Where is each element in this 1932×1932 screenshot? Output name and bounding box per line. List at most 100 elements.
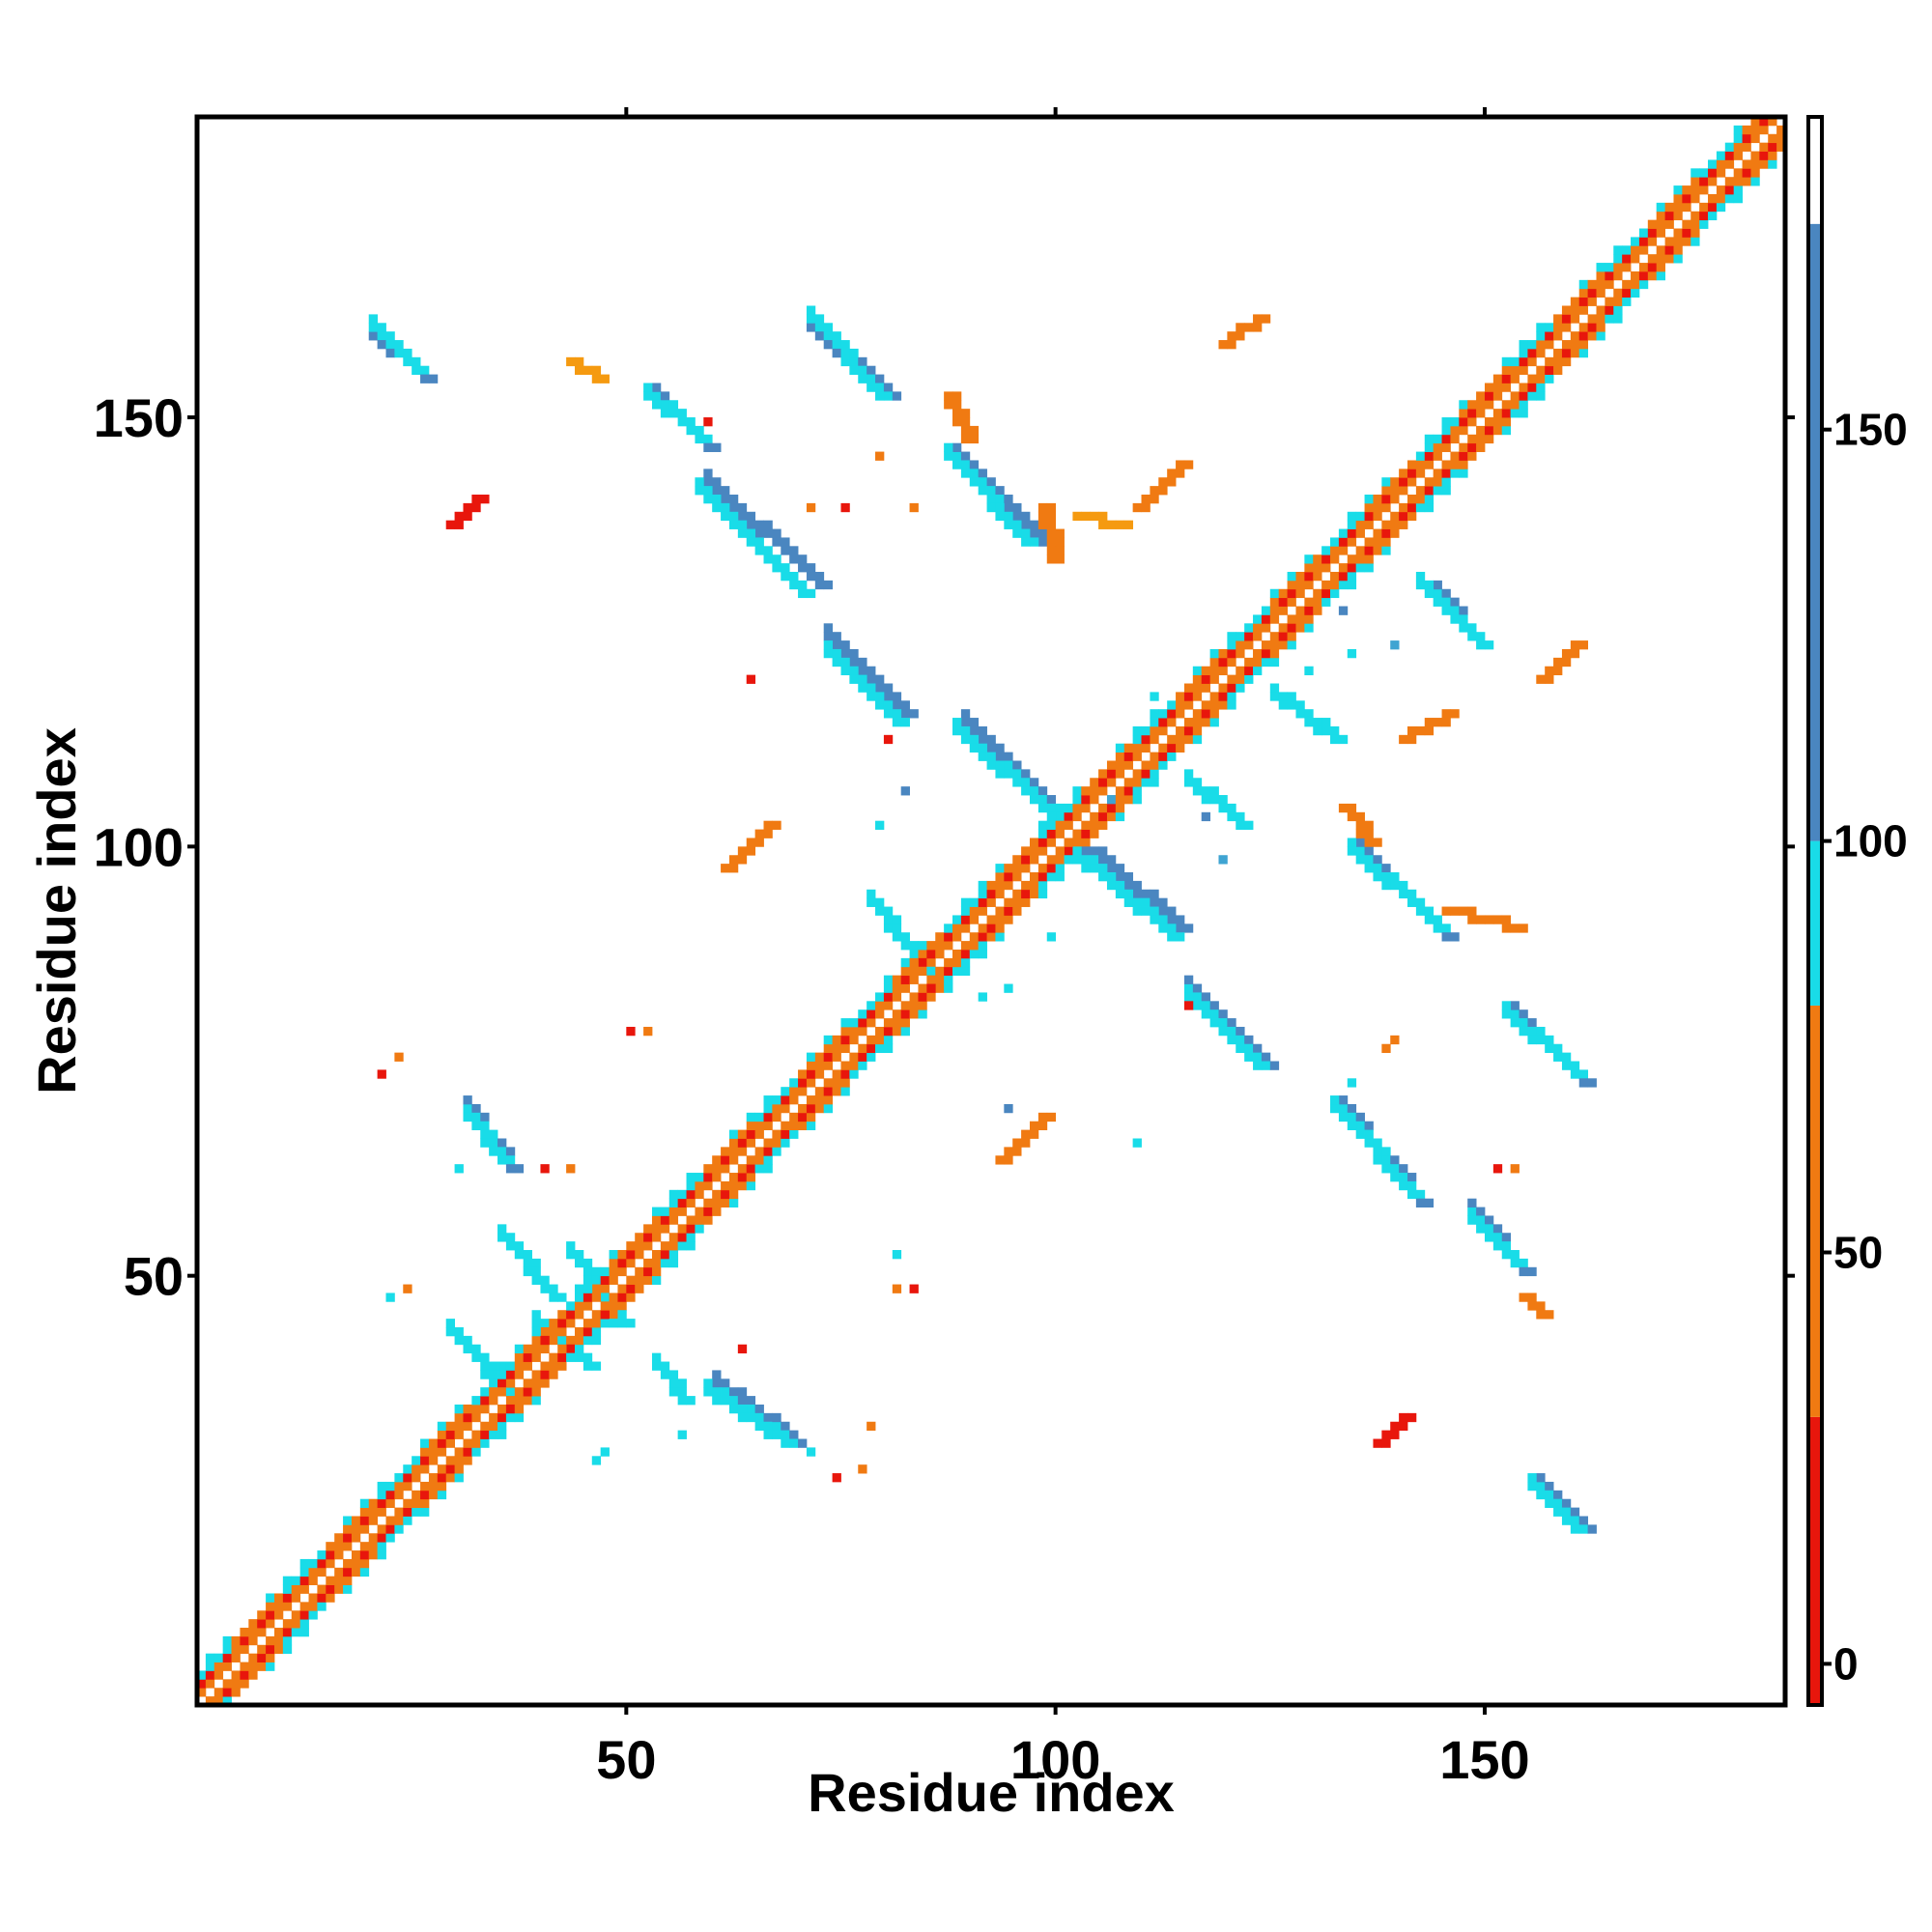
heatmap-cell	[858, 365, 867, 375]
heatmap-cell	[1545, 1481, 1554, 1492]
heatmap-cell	[1355, 829, 1365, 838]
heatmap-cell	[1106, 811, 1117, 822]
heatmap-cell	[497, 1155, 507, 1165]
heatmap-cell	[660, 1241, 670, 1251]
heatmap-cell	[1467, 906, 1477, 916]
heatmap-cell	[1450, 417, 1460, 427]
heatmap-cell	[282, 1619, 293, 1629]
heatmap-cell	[789, 1121, 799, 1131]
heatmap-cell	[1467, 400, 1477, 410]
heatmap-cell	[377, 1524, 386, 1534]
heatmap-cell	[531, 1396, 541, 1406]
heatmap-cell	[1123, 778, 1134, 787]
heatmap-cell	[1098, 803, 1108, 813]
heatmap-cell	[1578, 297, 1589, 306]
heatmap-cell	[754, 1404, 764, 1414]
heatmap-cell	[892, 709, 902, 719]
heatmap-cell	[266, 1602, 275, 1611]
heatmap-cell	[867, 374, 876, 384]
heatmap-cell	[995, 880, 1005, 891]
heatmap-cell	[1519, 923, 1528, 933]
heatmap-cell	[454, 1447, 464, 1457]
heatmap-cell	[257, 1662, 267, 1671]
heatmap-cell	[1613, 305, 1623, 315]
heatmap-cell	[1090, 778, 1099, 787]
heatmap-cell	[591, 1326, 602, 1337]
heatmap-cell	[1733, 125, 1743, 135]
heatmap-cell	[823, 1052, 833, 1062]
heatmap-cell	[1390, 495, 1400, 504]
heatmap-cell	[437, 1464, 447, 1474]
heatmap-cell	[944, 983, 953, 993]
heatmap-cell	[1476, 915, 1486, 924]
heatmap-cell	[1037, 880, 1048, 891]
heatmap-cell	[867, 1001, 876, 1010]
heatmap-cell	[626, 1293, 636, 1302]
heatmap-cell	[1141, 778, 1151, 787]
heatmap-cell	[1244, 640, 1254, 650]
heatmap-cell	[1399, 1164, 1408, 1174]
heatmap-cell	[1553, 1507, 1563, 1517]
heatmap-cell	[668, 1370, 679, 1379]
heatmap-cell	[712, 1173, 722, 1182]
heatmap-cell	[471, 495, 481, 504]
heatmap-cell	[1236, 811, 1245, 822]
heatmap-cell	[557, 1344, 567, 1354]
heatmap-cell	[1029, 872, 1039, 882]
heatmap-cell	[1132, 769, 1142, 779]
heatmap-cell	[1545, 374, 1554, 384]
heatmap-cell	[754, 1412, 764, 1423]
heatmap-cell	[798, 563, 808, 573]
heatmap-cell	[892, 692, 902, 701]
heatmap-cell	[892, 1250, 902, 1260]
heatmap-cell	[1708, 159, 1718, 169]
heatmap-cell	[1176, 923, 1185, 933]
heatmap-cell	[514, 1404, 525, 1414]
heatmap-cell	[1742, 125, 1751, 135]
heatmap-cell	[892, 915, 902, 924]
heatmap-cell	[1278, 632, 1288, 641]
heatmap-cell	[1441, 588, 1451, 599]
heatmap-cell	[1459, 469, 1468, 478]
heatmap-cell	[892, 1009, 902, 1019]
heatmap-cell	[1090, 846, 1099, 856]
heatmap-cell	[986, 486, 996, 496]
heatmap-cell	[1510, 1258, 1520, 1268]
heatmap-cell	[471, 1430, 481, 1439]
heatmap-cell	[1150, 778, 1159, 787]
heatmap-cell	[368, 1507, 379, 1517]
heatmap-cell	[909, 966, 919, 977]
heatmap-cell	[1176, 700, 1185, 710]
heatmap-cell	[1115, 889, 1125, 899]
heatmap-cell	[1278, 692, 1288, 701]
heatmap-cell	[1046, 855, 1057, 865]
heatmap-cell	[737, 511, 748, 522]
heatmap-cell	[721, 1387, 730, 1397]
heatmap-cell	[205, 1679, 215, 1689]
heatmap-cell	[197, 1679, 207, 1689]
x-tick-label: 100	[1010, 1729, 1100, 1790]
heatmap-cell	[1536, 374, 1546, 384]
heatmap-cell	[1158, 709, 1168, 719]
heatmap-cell	[1183, 692, 1194, 701]
heatmap-cell	[1209, 674, 1219, 684]
heatmap-cell	[1467, 623, 1477, 633]
heatmap-cell	[1561, 1507, 1572, 1517]
heatmap-cell	[1253, 1061, 1263, 1070]
heatmap-cell	[643, 1233, 653, 1242]
heatmap-cell	[1578, 640, 1589, 650]
heatmap-cell	[1304, 666, 1314, 676]
heatmap-cell	[1227, 340, 1236, 350]
heatmap-cell	[883, 1026, 894, 1037]
heatmap-cell	[1209, 692, 1219, 701]
heatmap-cell	[1587, 314, 1597, 324]
heatmap-cell	[1115, 872, 1125, 882]
heatmap-cell	[403, 1498, 412, 1509]
heatmap-cell	[875, 700, 885, 710]
heatmap-cell	[1176, 932, 1185, 942]
heatmap-cell	[1115, 811, 1125, 822]
heatmap-cell	[772, 537, 781, 547]
heatmap-cell	[626, 1241, 636, 1251]
heatmap-cell	[728, 502, 739, 513]
heatmap-cell	[969, 906, 980, 916]
